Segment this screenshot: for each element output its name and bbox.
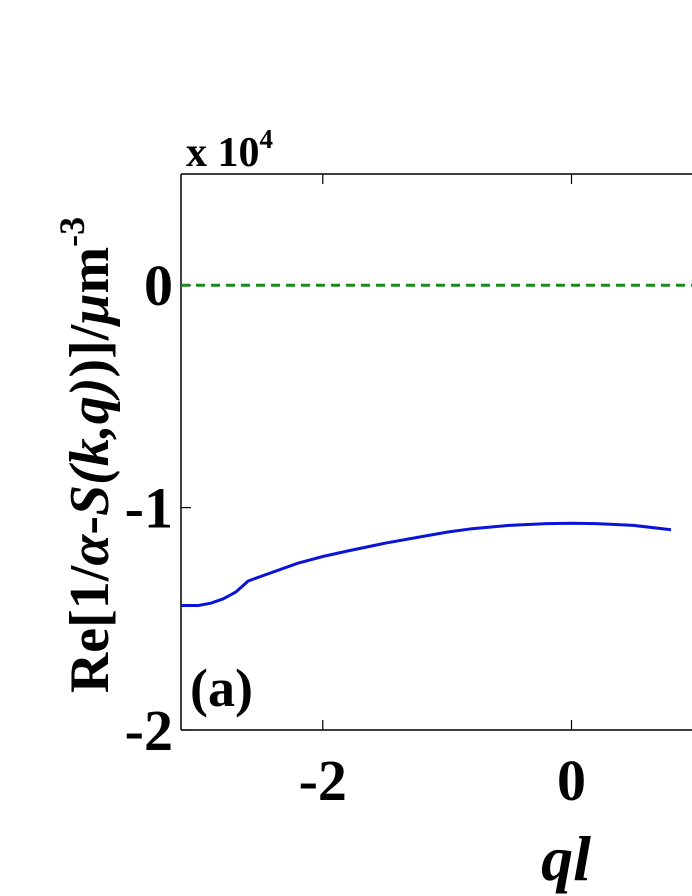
x-axis-label: ql (541, 823, 591, 894)
x-tick-label: -2 (299, 748, 347, 813)
y-axis-label: Re[1/α-S(k,q))]/μm-3 (52, 217, 121, 693)
y-tick-label: -1 (125, 476, 173, 541)
y-tick-label: -2 (125, 698, 173, 763)
x-tick-label: 0 (557, 748, 586, 813)
panel-label: (a) (190, 658, 253, 718)
y-axis-label-exponent: -3 (52, 217, 92, 247)
y-multiplier-exponent: 4 (260, 124, 274, 154)
y-multiplier: x 104 (186, 124, 273, 176)
series-line-solid (181, 521, 672, 607)
y-tick-label: 0 (144, 253, 173, 318)
